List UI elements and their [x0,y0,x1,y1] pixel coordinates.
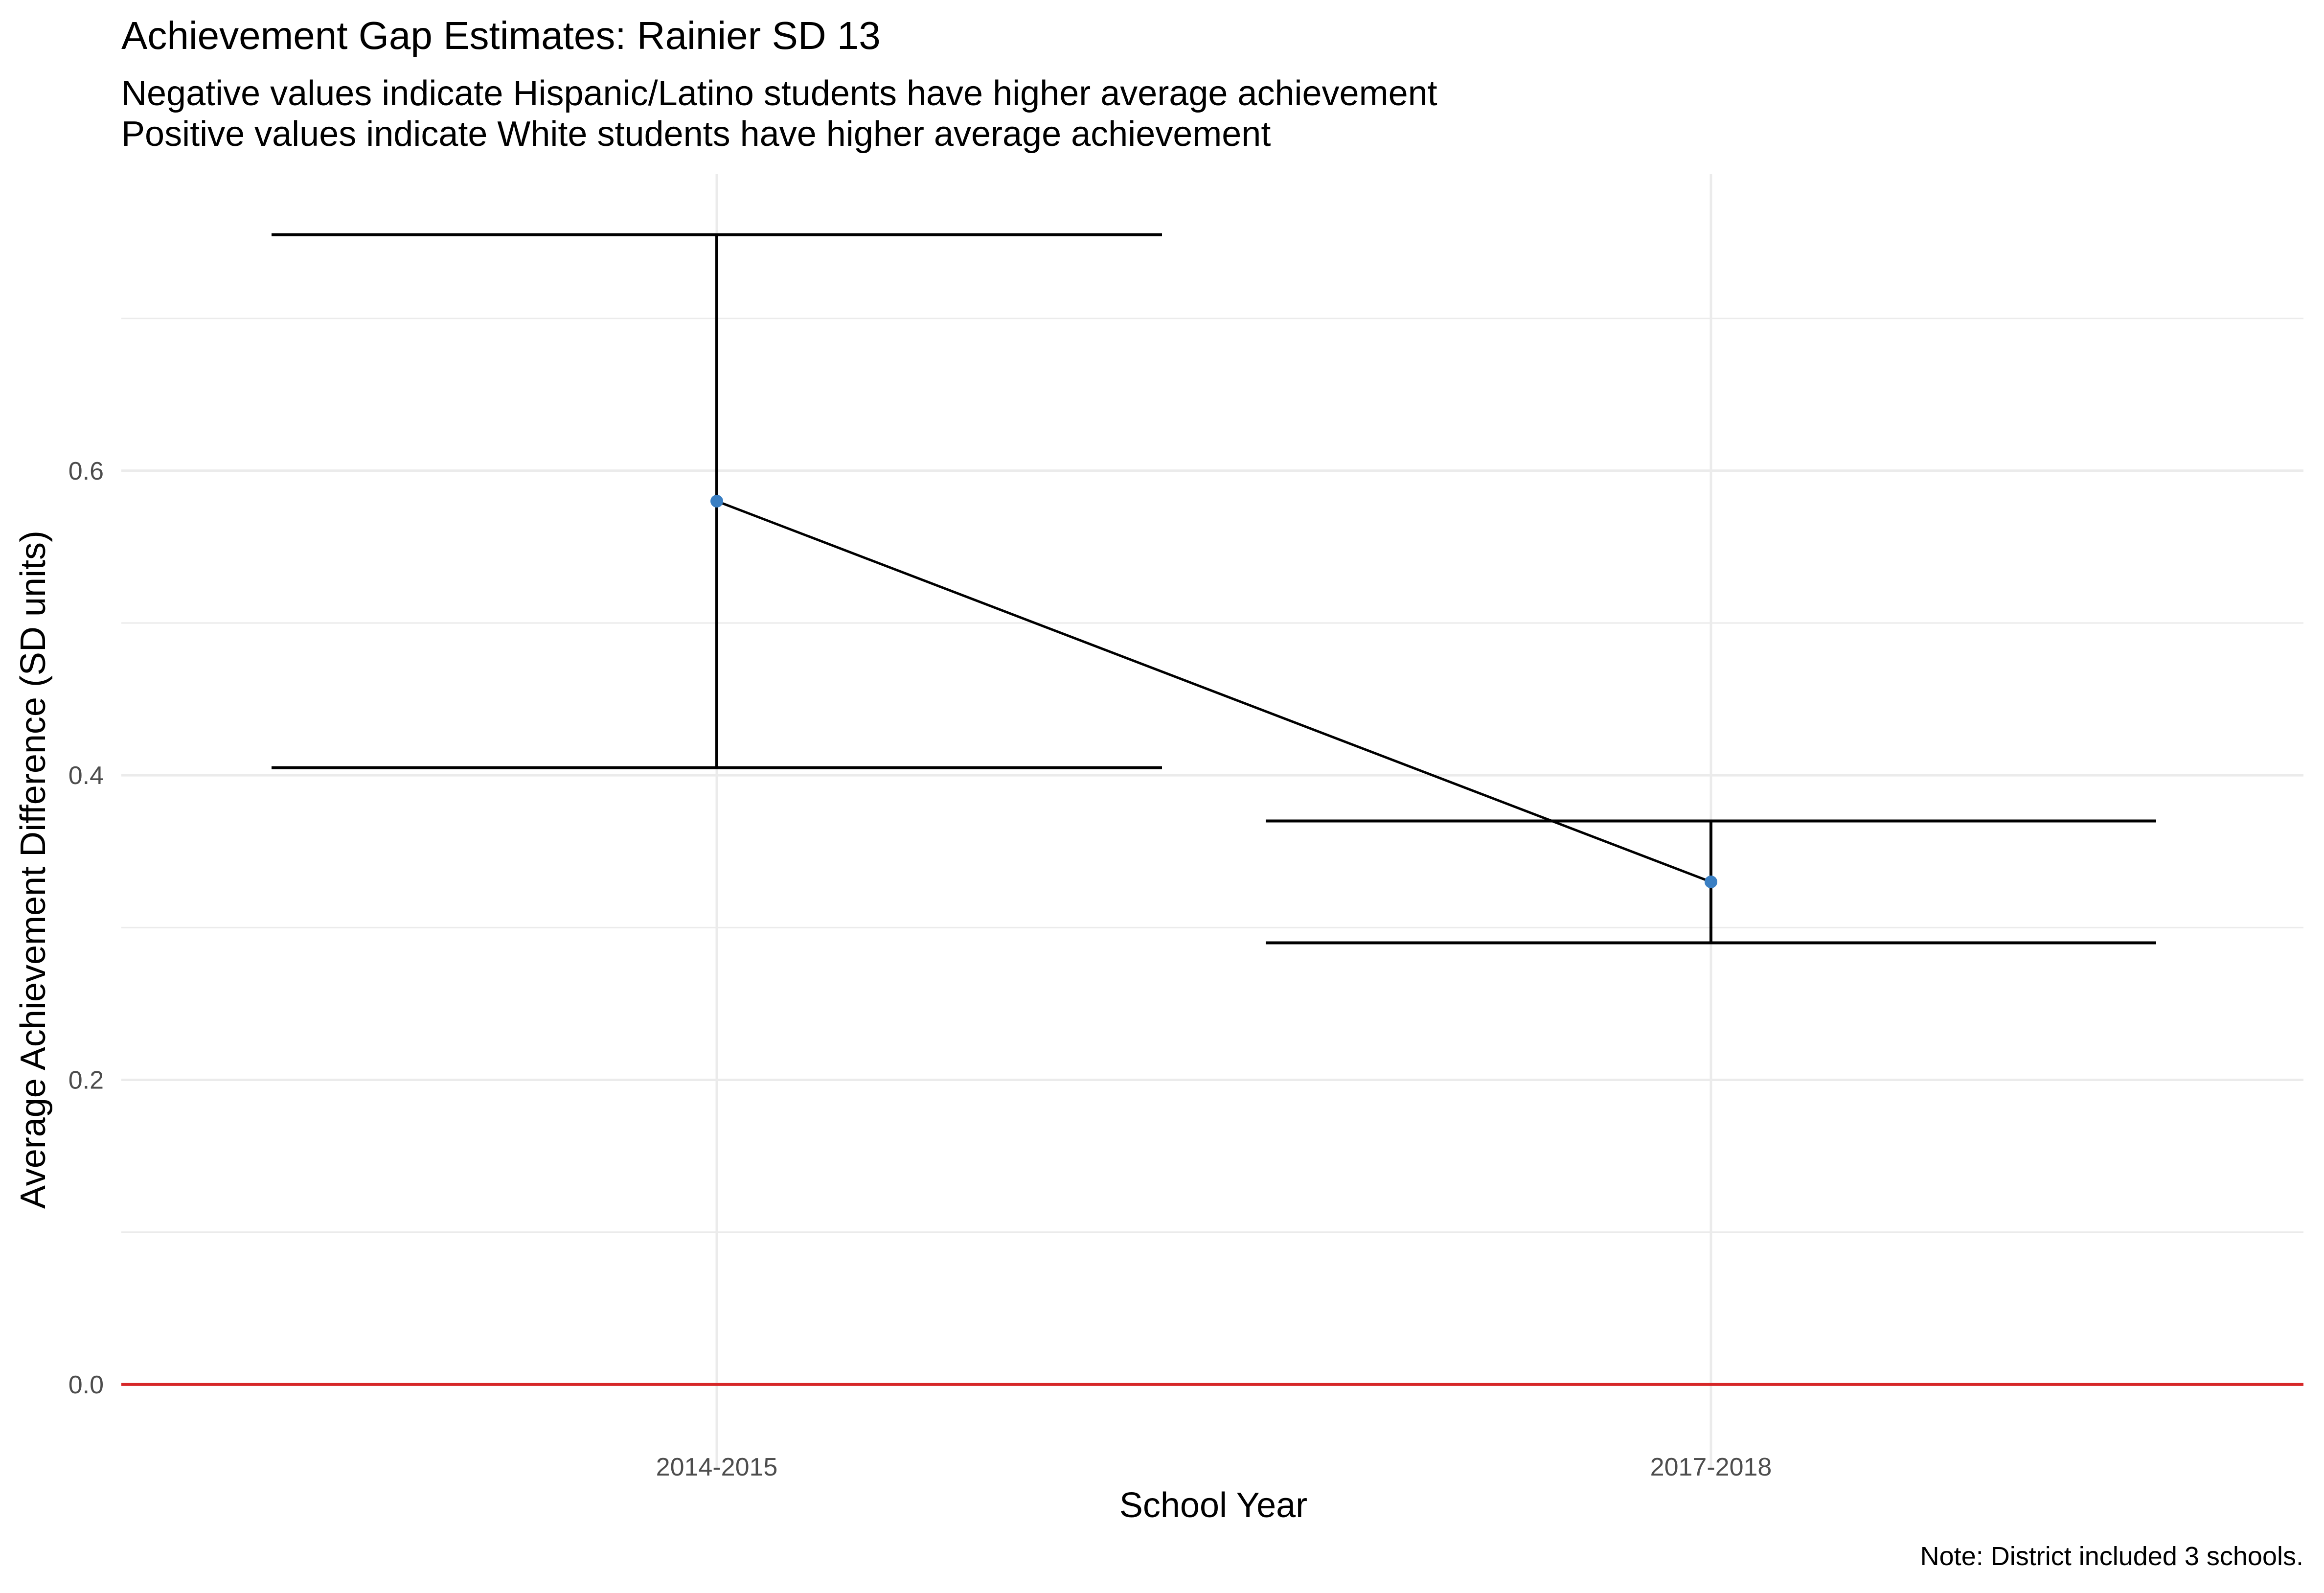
x-axis-title: School Year [1119,1486,1307,1525]
x-tick-label: 2017-2018 [1650,1453,1772,1481]
y-tick-label: 0.4 [68,762,104,790]
error-bars [272,233,2156,945]
series-line-group [716,500,1711,883]
y-tick-labels: 0.0 0.2 0.4 0.6 [68,457,104,1399]
chart-subtitle-line-1: Negative values indicate Hispanic/Latino… [121,74,1437,113]
chart-title: Achievement Gap Estimates: Rainier SD 13 [121,14,881,57]
data-point [710,495,723,508]
data-points [710,495,1717,888]
y-tick-label: 0.2 [68,1066,104,1095]
chart-caption: Note: District included 3 schools. [1920,1542,2303,1571]
data-point [1705,875,1717,888]
y-tick-label: 0.6 [68,457,104,485]
y-axis-title: Average Achievement Difference (SD units… [14,531,53,1209]
x-tick-label: 2014-2015 [656,1453,778,1481]
series-line [716,500,1711,883]
y-tick-label: 0.0 [68,1371,104,1399]
chart-subtitle-line-2: Positive values indicate White students … [121,115,1271,154]
x-tick-labels: 2014-2015 2017-2018 [656,1453,1772,1481]
